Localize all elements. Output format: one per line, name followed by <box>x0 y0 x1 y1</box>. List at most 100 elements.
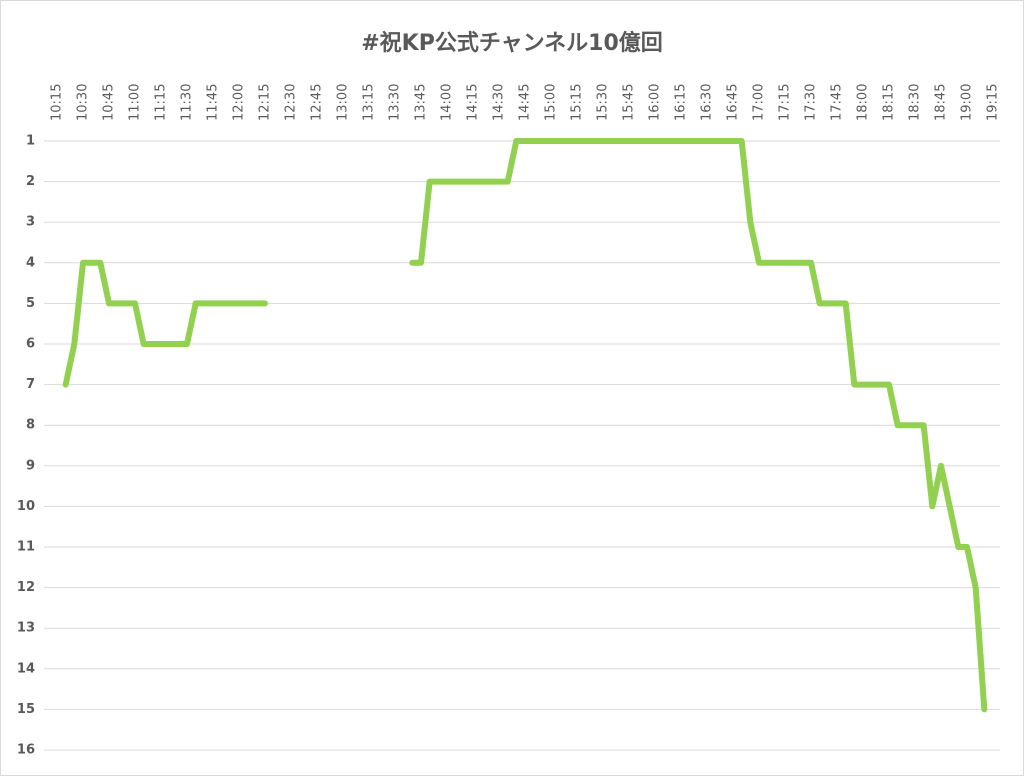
data-point <box>687 138 693 144</box>
x-tick-label: 18:15 <box>882 84 897 121</box>
data-point <box>929 503 935 509</box>
y-gridlines <box>44 140 1000 751</box>
y-tick-label: 14 <box>17 661 35 676</box>
y-tick-label: 8 <box>26 418 35 433</box>
series-lines <box>62 138 988 713</box>
data-point <box>903 422 909 428</box>
y-tick-label: 11 <box>17 540 35 555</box>
data-point <box>470 179 476 185</box>
data-point <box>175 341 181 347</box>
y-tick-label: 7 <box>26 377 35 392</box>
y-tick-label: 12 <box>17 580 35 595</box>
x-tick-label: 16:00 <box>648 84 663 121</box>
data-point <box>747 219 753 225</box>
data-point <box>912 422 918 428</box>
data-point <box>63 382 69 388</box>
data-point <box>479 179 485 185</box>
y-tick-label: 3 <box>26 215 35 230</box>
data-point <box>704 138 710 144</box>
x-tick-label: 15:00 <box>544 84 559 121</box>
x-tick-label: 12:00 <box>232 84 247 121</box>
x-tick-label: 17:45 <box>830 84 845 121</box>
data-point <box>574 138 580 144</box>
data-point <box>739 138 745 144</box>
x-tick-label: 14:00 <box>440 84 455 121</box>
x-tick-label: 10:30 <box>76 84 91 121</box>
data-point <box>860 382 866 388</box>
data-point <box>539 138 545 144</box>
x-tick-label: 13:30 <box>388 84 403 121</box>
x-tick-label: 13:45 <box>414 84 429 121</box>
data-point <box>652 138 658 144</box>
x-tick-label: 11:45 <box>206 84 221 121</box>
data-point <box>132 300 138 306</box>
series-line <box>62 259 268 388</box>
y-tick-label: 15 <box>17 702 35 717</box>
data-point <box>253 300 259 306</box>
data-point <box>418 260 424 266</box>
x-tick-label: 18:45 <box>934 84 949 121</box>
data-point <box>713 138 719 144</box>
x-tick-label: 11:15 <box>154 84 169 121</box>
data-point <box>548 138 554 144</box>
x-tick-label: 11:00 <box>128 84 143 121</box>
data-point <box>895 422 901 428</box>
x-tick-label: 13:00 <box>336 84 351 121</box>
x-tick-label: 12:15 <box>258 84 273 121</box>
y-tick-label: 6 <box>26 337 35 352</box>
x-tick-label: 12:30 <box>284 84 299 121</box>
x-tick-label: 12:45 <box>310 84 325 121</box>
series-line <box>409 138 988 713</box>
data-point <box>461 179 467 185</box>
data-point <box>964 544 970 550</box>
x-tick-label: 13:15 <box>362 84 377 121</box>
data-point <box>973 585 979 591</box>
data-point <box>669 138 675 144</box>
x-tick-label: 19:00 <box>960 84 975 121</box>
data-point <box>236 300 242 306</box>
data-point <box>808 260 814 266</box>
data-point <box>453 179 459 185</box>
data-point <box>955 544 961 550</box>
data-point <box>782 260 788 266</box>
x-tick-label: 16:45 <box>726 84 741 121</box>
data-point <box>245 300 251 306</box>
y-tick-label: 9 <box>26 458 35 473</box>
x-tick-label: 16:30 <box>700 84 715 121</box>
data-point <box>115 300 121 306</box>
data-point <box>522 138 528 144</box>
data-point <box>626 138 632 144</box>
data-point <box>210 300 216 306</box>
x-tick-label: 17:30 <box>804 84 819 121</box>
x-tick-label: 10:45 <box>102 84 117 121</box>
data-point <box>765 260 771 266</box>
data-point <box>106 300 112 306</box>
data-point <box>193 300 199 306</box>
data-point <box>921 422 927 428</box>
data-point <box>817 300 823 306</box>
data-point <box>219 300 225 306</box>
y-tick-label: 5 <box>26 296 35 311</box>
data-point <box>201 300 207 306</box>
x-tick-label: 14:30 <box>492 84 507 121</box>
data-point <box>886 382 892 388</box>
x-tick-label: 16:15 <box>674 84 689 121</box>
data-point <box>678 138 684 144</box>
y-tick-label: 10 <box>17 499 35 514</box>
data-point <box>938 463 944 469</box>
data-point <box>262 300 268 306</box>
data-point <box>444 179 450 185</box>
data-point <box>643 138 649 144</box>
data-point <box>123 300 129 306</box>
data-point <box>227 300 233 306</box>
data-point <box>843 300 849 306</box>
data-point <box>167 341 173 347</box>
data-point <box>80 260 86 266</box>
data-point <box>505 179 511 185</box>
data-point <box>730 138 736 144</box>
x-tick-label: 18:00 <box>856 84 871 121</box>
y-tick-label: 2 <box>26 174 35 189</box>
data-point <box>583 138 589 144</box>
